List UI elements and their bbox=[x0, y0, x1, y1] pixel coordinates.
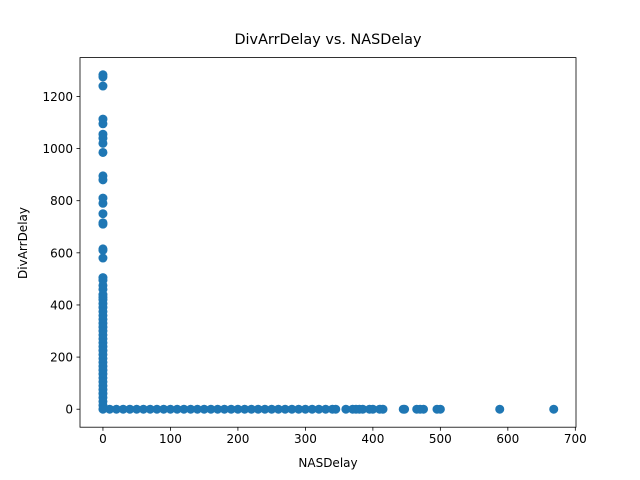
point bbox=[341, 404, 351, 414]
y-tick-label: 0 bbox=[65, 403, 73, 417]
point bbox=[267, 404, 277, 414]
point bbox=[206, 404, 216, 414]
point bbox=[98, 138, 108, 148]
y-tick-label: 1200 bbox=[42, 90, 73, 104]
y-tick-label: 600 bbox=[50, 246, 73, 260]
point bbox=[98, 198, 108, 208]
point bbox=[549, 404, 559, 414]
point bbox=[172, 404, 182, 414]
point bbox=[165, 404, 175, 414]
x-axis-label: NASDelay bbox=[298, 456, 357, 470]
point bbox=[199, 404, 209, 414]
point bbox=[368, 404, 378, 414]
point bbox=[118, 404, 128, 414]
point bbox=[219, 404, 229, 414]
point bbox=[358, 404, 368, 414]
point bbox=[145, 404, 155, 414]
point bbox=[314, 404, 324, 414]
point bbox=[321, 404, 331, 414]
point bbox=[159, 404, 169, 414]
point bbox=[192, 404, 202, 414]
point bbox=[400, 404, 410, 414]
point bbox=[213, 404, 223, 414]
point bbox=[273, 404, 283, 414]
points bbox=[98, 70, 559, 414]
point bbox=[98, 175, 108, 185]
y-axis-label: DivArrDelay bbox=[16, 207, 30, 279]
axes-frame bbox=[79, 57, 577, 428]
point bbox=[111, 404, 121, 414]
point bbox=[98, 72, 108, 82]
point bbox=[280, 404, 290, 414]
x-tick-label: 400 bbox=[361, 432, 384, 446]
point bbox=[138, 404, 148, 414]
point bbox=[253, 404, 263, 414]
x-tick-label: 600 bbox=[496, 432, 519, 446]
y-tick-label: 800 bbox=[50, 194, 73, 208]
point bbox=[98, 81, 108, 91]
y-tick-label: 400 bbox=[50, 298, 73, 312]
x-tick-label: 500 bbox=[429, 432, 452, 446]
x-tick-label: 300 bbox=[294, 432, 317, 446]
point bbox=[495, 404, 505, 414]
x-tick-label: 100 bbox=[159, 432, 182, 446]
x-tick-label: 0 bbox=[99, 432, 107, 446]
point bbox=[105, 404, 115, 414]
point bbox=[378, 404, 388, 414]
point bbox=[186, 404, 196, 414]
point bbox=[300, 404, 310, 414]
point bbox=[240, 404, 250, 414]
x-tick-label: 700 bbox=[564, 432, 587, 446]
y-tick-label: 1000 bbox=[42, 142, 73, 156]
y-tick-label: 200 bbox=[50, 351, 73, 365]
point bbox=[98, 253, 108, 263]
point bbox=[246, 404, 256, 414]
point bbox=[179, 404, 189, 414]
point bbox=[98, 209, 108, 219]
point bbox=[132, 404, 142, 414]
chart-title: DivArrDelay vs. NASDelay bbox=[234, 32, 422, 48]
point bbox=[331, 404, 341, 414]
point bbox=[152, 404, 162, 414]
point bbox=[98, 119, 108, 129]
point bbox=[418, 404, 428, 414]
point bbox=[125, 404, 135, 414]
point bbox=[260, 404, 270, 414]
point bbox=[226, 404, 236, 414]
point bbox=[435, 404, 445, 414]
point bbox=[294, 404, 304, 414]
point bbox=[287, 404, 297, 414]
point bbox=[233, 404, 243, 414]
point bbox=[98, 404, 108, 414]
point bbox=[307, 404, 317, 414]
point bbox=[98, 147, 108, 157]
point bbox=[98, 245, 108, 255]
point bbox=[98, 219, 108, 229]
x-tick-label: 200 bbox=[226, 432, 249, 446]
